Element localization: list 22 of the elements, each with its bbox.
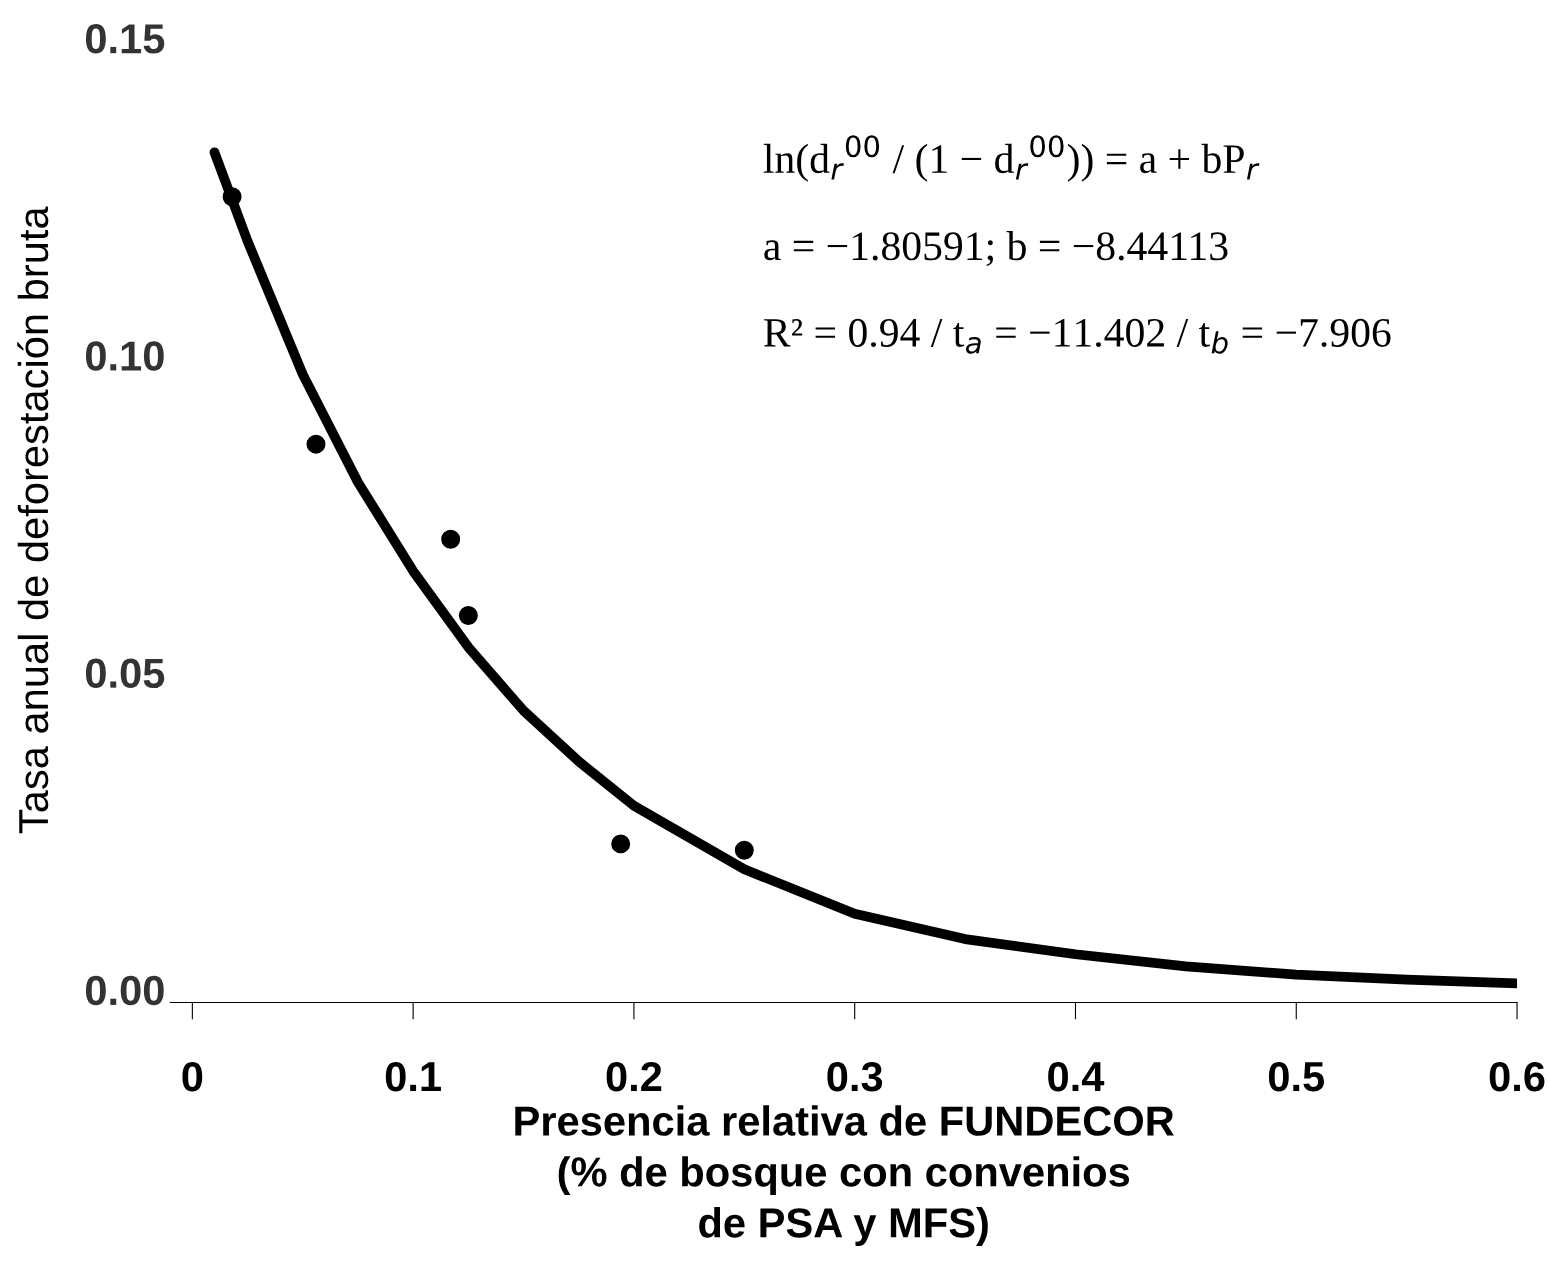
point (306, 434, 326, 454)
y-tick-label: 0.05 (85, 658, 165, 689)
x-tick-label: 0.3 (827, 1061, 883, 1092)
annotation: a = −1.80591; b = −8.44113 (764, 230, 1228, 267)
x-tick-label: 0.1 (385, 1061, 441, 1092)
x-axis-title: Presencia relativa de FUNDECOR (% de bosque con convenios de PSA y MFS) (515, 1105, 1174, 1246)
y-tick-label: 0.10 (85, 341, 164, 371)
x-tick-label: 0.6 (1489, 1061, 1545, 1092)
x-tick-label: 0.4 (1048, 1061, 1105, 1092)
point (441, 529, 461, 549)
point (611, 834, 631, 854)
y-axis-title: Tasa anual de deforestación bruta (17, 206, 49, 834)
point (734, 840, 754, 860)
x-tick-label: 0 (182, 1061, 203, 1092)
point (458, 605, 478, 625)
y-tick-label: 0.00 (85, 975, 164, 1006)
point (222, 187, 242, 207)
y-tick-label: 0.15 (85, 24, 165, 54)
x-tick-label: 0.2 (606, 1061, 662, 1092)
annotation: R² = 0.94 / t$_{a}$ = −11.402 / t$_{b}$ = −7.906 (764, 318, 1391, 354)
annotation: ln(d$_{r}$$^{00}$ / (1 − d$_{r}$$^{00}$)) = a + bP$_{r}$ (763, 135, 1260, 182)
x-tick-label: 0.5 (1268, 1061, 1325, 1092)
